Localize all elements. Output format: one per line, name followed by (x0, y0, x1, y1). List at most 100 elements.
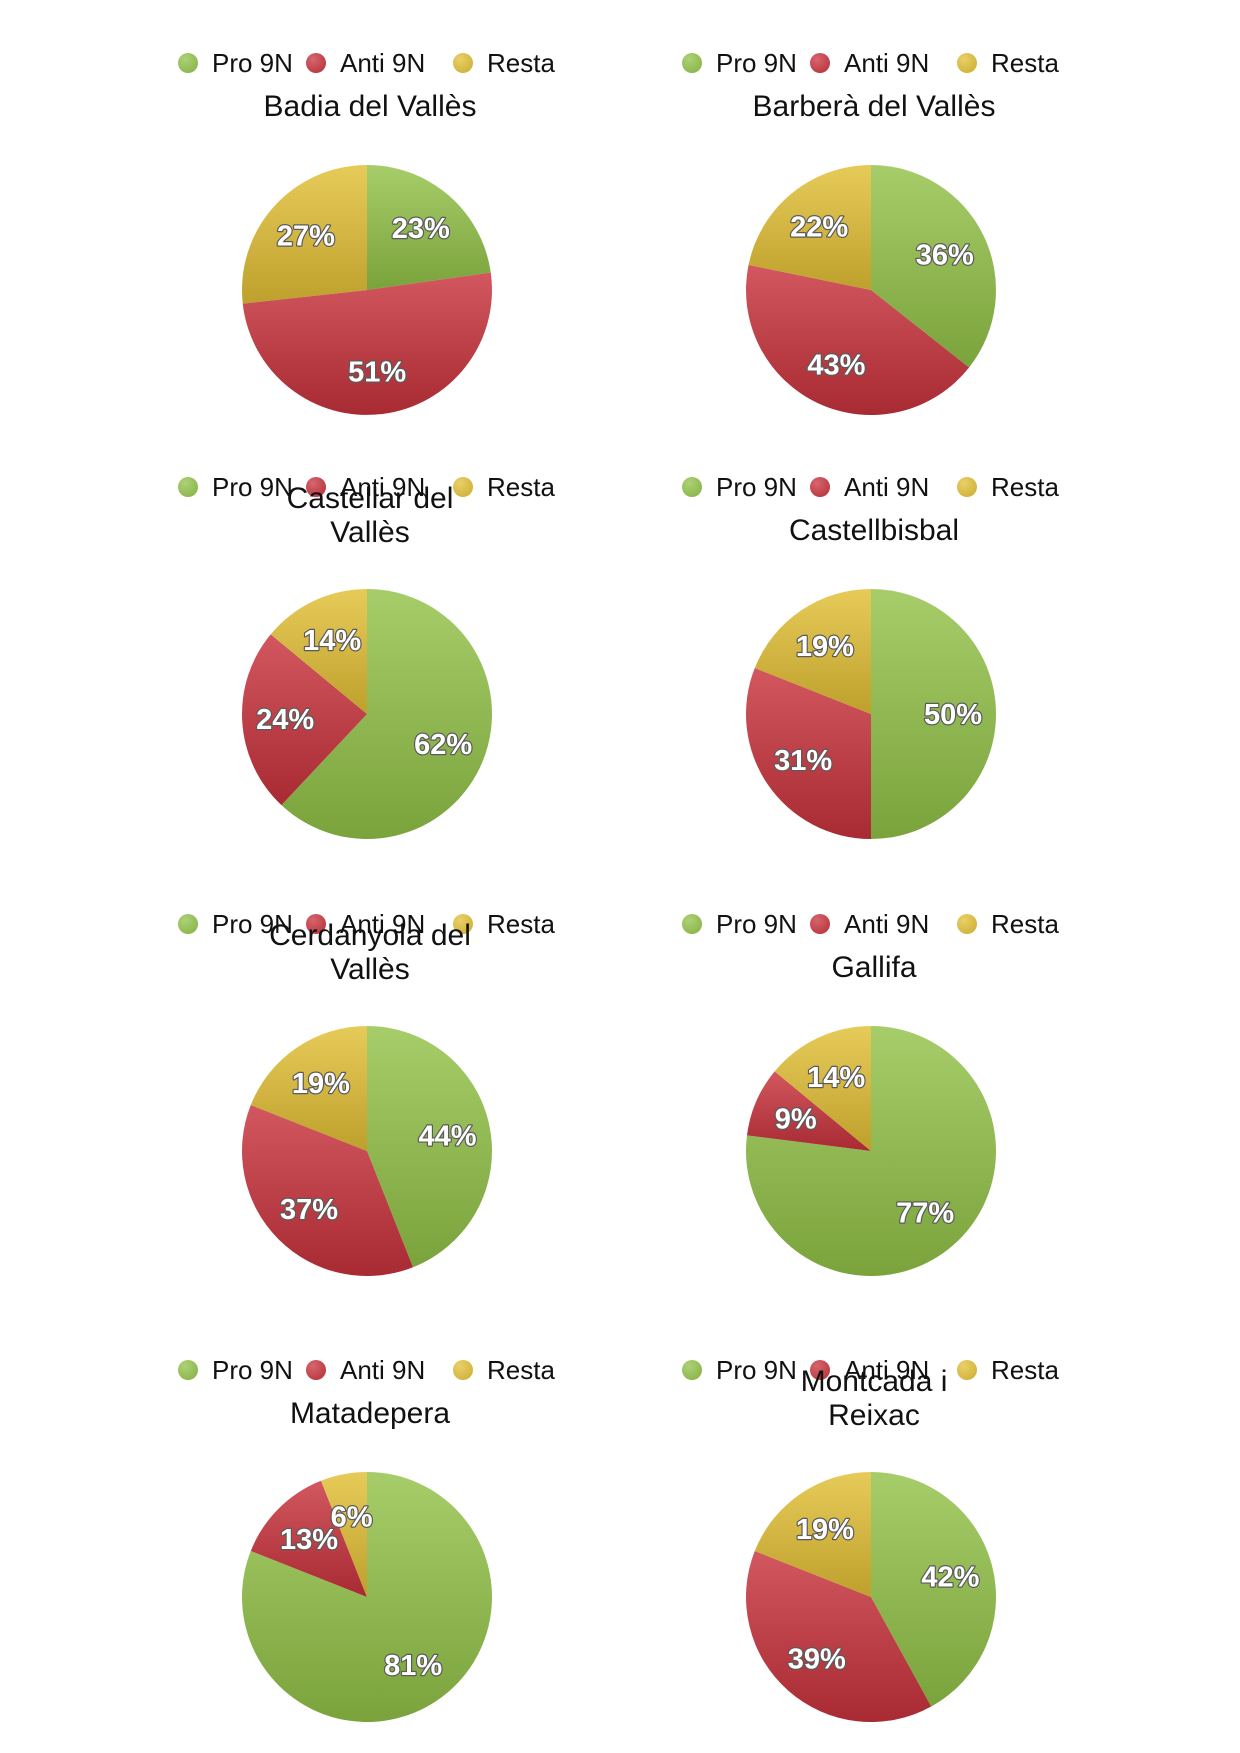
legend-marker-icon (682, 914, 702, 935)
legend: Pro 9N Anti 9N Resta (110, 907, 630, 941)
legend-marker-icon (810, 914, 830, 935)
chart-title-line: Montcada i (800, 1365, 948, 1398)
legend: Pro 9N Anti 9N Resta (614, 470, 1134, 504)
chart-title: Gallifa (614, 951, 1134, 985)
pie-svg: 23% 51% 27% (242, 165, 492, 415)
data-label: 37% (280, 1194, 338, 1226)
pie-slice-resta (242, 165, 367, 304)
legend-item: Resta (957, 46, 1059, 80)
legend-marker-icon (178, 477, 198, 498)
legend-item: Pro 9N (178, 1353, 293, 1387)
legend-item: Anti 9N (810, 470, 929, 504)
legend-label: Pro 9N (716, 48, 797, 78)
pie-slice-pro-9n (242, 1472, 493, 1722)
pie-slice-resta (754, 1472, 871, 1597)
pie-slice-resta (748, 165, 871, 290)
legend-item: Resta (453, 46, 555, 80)
legend-label: Resta (487, 472, 555, 502)
pie-slice-pro-9n (367, 1026, 492, 1268)
legend-label: Anti 9N (340, 1355, 426, 1385)
chart-title-line: Badia del Vallès (263, 90, 477, 123)
pie-slice-pro-9n (367, 165, 491, 290)
legend-marker-icon (306, 477, 326, 498)
pie-chart-2: 62% 24% 14% Pro 9N Anti 9N Resta Castellar del… (110, 444, 630, 884)
legend-marker-icon (306, 53, 326, 74)
legend-label: Anti 9N (340, 48, 426, 78)
legend-marker-icon (178, 53, 198, 74)
legend-marker-icon (453, 1360, 473, 1381)
legend-label: Pro 9N (212, 1355, 293, 1385)
legend-marker-icon (682, 477, 702, 498)
legend-label: Resta (487, 48, 555, 78)
pie-slice-resta (320, 1472, 367, 1597)
pie-slice-pro-9n (281, 589, 492, 839)
pie-svg: 42% 39% 19% (745, 1472, 997, 1723)
legend-item: Anti 9N (306, 1353, 425, 1387)
legend-label: Pro 9N (212, 48, 293, 78)
legend-label: Anti 9N (340, 472, 426, 502)
pie-slice-anti-9n (242, 634, 367, 806)
legend: Pro 9N Anti 9N Resta (110, 1353, 630, 1387)
pie-chart-1: 36% 43% 22% Pro 9N Anti 9N Resta Barberà del V… (614, 20, 1134, 460)
legend: Pro 9N Anti 9N Resta (614, 907, 1134, 941)
data-label: 19% (796, 631, 854, 663)
data-label: 24% (256, 704, 314, 736)
legend-item: Pro 9N (178, 46, 293, 80)
legend: Pro 9N Anti 9N Resta (614, 1353, 1134, 1387)
legend-item: Anti 9N (810, 907, 929, 941)
legend-label: Pro 9N (716, 909, 797, 939)
legend-marker-icon (178, 914, 198, 935)
pie-slice-resta (754, 589, 871, 714)
legend-marker-icon (810, 1360, 830, 1381)
legend-item: Pro 9N (682, 907, 797, 941)
data-label: 50% (924, 699, 982, 731)
data-label: 14% (303, 625, 361, 657)
legend-label: Pro 9N (212, 909, 293, 939)
legend: Pro 9N Anti 9N Resta (614, 46, 1134, 80)
chart-title-line: Castellar del (286, 482, 454, 515)
chart-title-line: Castellbisbal (788, 514, 960, 547)
pie-slice-anti-9n (746, 264, 970, 415)
legend-label: Anti 9N (844, 472, 930, 502)
data-label: 42% (921, 1562, 979, 1594)
legend-marker-icon (453, 914, 473, 935)
data-label: 13% (280, 1524, 338, 1556)
data-label: 36% (916, 239, 974, 271)
legend-label: Pro 9N (716, 472, 797, 502)
legend: Pro 9N Anti 9N Resta (110, 470, 630, 504)
legend-marker-icon (178, 1360, 198, 1381)
legend-label: Resta (487, 909, 555, 939)
chart-title-line: Reixac (828, 1399, 920, 1432)
pie-slice-pro-9n (871, 165, 996, 368)
legend-label: Resta (991, 48, 1059, 78)
legend-item: Anti 9N (306, 46, 425, 80)
legend-item: Pro 9N (178, 470, 293, 504)
data-label: 9% (775, 1103, 817, 1135)
legend-marker-icon (306, 1360, 326, 1381)
pie-slice-pro-9n (871, 589, 996, 839)
data-label: 22% (790, 212, 848, 244)
legend-item: Pro 9N (682, 1353, 797, 1387)
data-label: 43% (807, 349, 865, 381)
data-label: 19% (292, 1068, 350, 1100)
legend-marker-icon (682, 53, 702, 74)
pie-slice-anti-9n (746, 667, 871, 839)
pie-chart-4: 44% 37% 19% Pro 9N Anti 9N Resta Cerdanyola de… (110, 881, 630, 1321)
chart-title: Badia del Vallès (110, 90, 630, 124)
pie-slice-anti-9n (242, 272, 492, 415)
pie-slice-anti-9n (745, 1550, 932, 1723)
legend-item: Resta (453, 1353, 555, 1387)
legend-marker-icon (957, 53, 977, 74)
pie-slice-anti-9n (250, 1480, 367, 1597)
pie-slice-resta (774, 1026, 871, 1151)
chart-title-line: Barberà del Vallès (752, 90, 996, 123)
pie-slice-pro-9n (746, 1026, 997, 1276)
legend-label: Resta (991, 472, 1059, 502)
pie-slice-resta (270, 589, 367, 714)
pie-svg: 62% 24% 14% (242, 589, 492, 839)
legend-item: Anti 9N (810, 46, 929, 80)
legend-label: Resta (991, 1355, 1059, 1385)
legend-item: Resta (453, 470, 555, 504)
pie-svg: 77% 9% 14% (746, 1026, 997, 1276)
legend-marker-icon (810, 53, 830, 74)
